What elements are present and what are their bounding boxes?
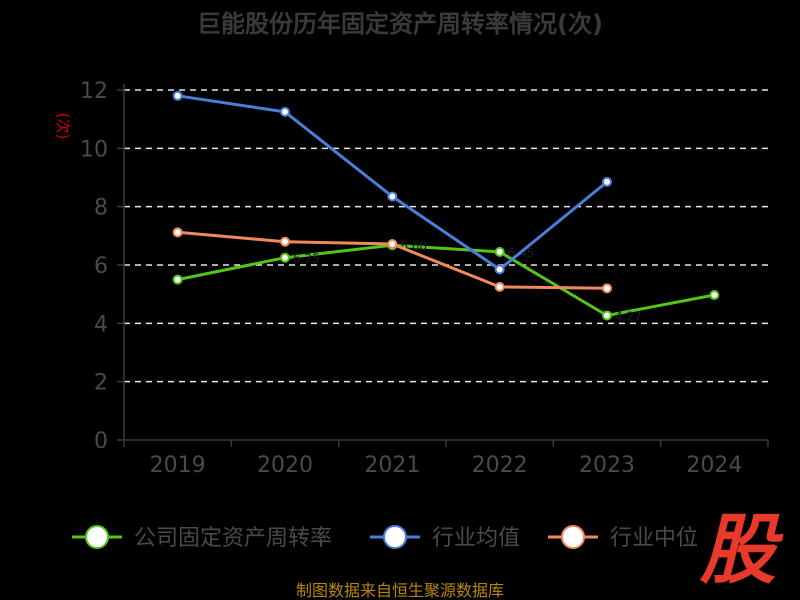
- y-tick-label: 12: [80, 79, 108, 104]
- y-tick-label: 4: [94, 312, 108, 337]
- data-point: [709, 290, 720, 301]
- watermark-logo: 股: [699, 505, 784, 594]
- data-point: [387, 239, 398, 249]
- legend-swatch-marker: [85, 525, 109, 549]
- x-tick-label: 2019: [150, 453, 206, 478]
- data-point: [494, 264, 505, 275]
- y-tick-label: 6: [94, 254, 108, 279]
- y-axis-unit: (次): [54, 113, 72, 140]
- x-tick-label: 2024: [686, 453, 742, 478]
- axes: 0 2 4 6 8 10 12 2019 2020 2021 2022 2023 2024: [80, 79, 769, 478]
- data-point: [494, 246, 505, 257]
- data-point: [172, 90, 183, 101]
- data-label: 4.27: [615, 309, 642, 323]
- series-line-1: [177, 243, 715, 317]
- data-point: [172, 274, 183, 285]
- x-tick-label: 2020: [257, 453, 313, 478]
- legend-label: 公司固定资产周转率: [134, 526, 332, 551]
- y-tick-label: 8: [94, 196, 108, 221]
- legend-label: 行业中位: [610, 526, 698, 551]
- y-tick-label: 10: [80, 137, 108, 162]
- data-point: [280, 252, 290, 263]
- legend-label: 行业均值: [432, 526, 520, 551]
- data-point: [280, 236, 290, 247]
- y-tick-label: 0: [94, 429, 108, 454]
- data-point: [172, 227, 183, 238]
- legend: 公司固定资产周转率 行业均值 行业中位: [72, 525, 698, 551]
- series-lines: 6.256.68 6.454.27: [172, 90, 720, 323]
- data-point: [602, 310, 612, 321]
- data-point: [387, 191, 398, 202]
- legend-swatch-marker: [383, 525, 407, 549]
- legend-swatch-marker: [561, 525, 585, 549]
- data-point: [602, 283, 612, 294]
- data-point: [280, 106, 290, 117]
- source-note: 制图数据来自恒生聚源数据库: [296, 581, 504, 600]
- x-tick-label: 2023: [579, 453, 635, 478]
- x-tick-label: 2021: [364, 453, 420, 478]
- y-tick-label: 2: [94, 371, 108, 396]
- x-tick-label: 2022: [472, 453, 528, 478]
- data-label: 6.25: [293, 252, 320, 266]
- data-point: [602, 176, 612, 187]
- data-point: [494, 281, 505, 292]
- chart-title: 巨能股份历年固定资产周转率情况(次): [197, 10, 603, 38]
